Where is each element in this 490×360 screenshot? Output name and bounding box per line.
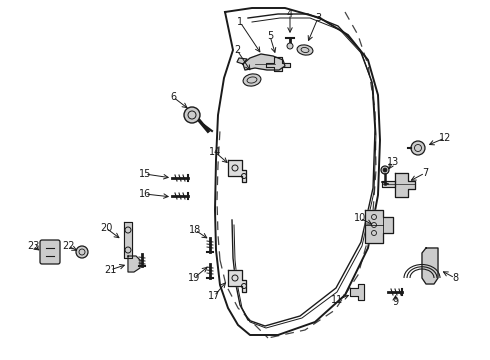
Text: 4: 4 bbox=[287, 9, 293, 19]
Text: 20: 20 bbox=[100, 223, 112, 233]
Polygon shape bbox=[365, 210, 393, 243]
Polygon shape bbox=[228, 160, 246, 182]
Text: 6: 6 bbox=[170, 92, 176, 102]
Text: 22: 22 bbox=[62, 241, 74, 251]
Text: 11: 11 bbox=[331, 295, 343, 305]
Text: 13: 13 bbox=[387, 157, 399, 167]
Polygon shape bbox=[422, 248, 438, 284]
Polygon shape bbox=[395, 173, 415, 197]
Text: 14: 14 bbox=[209, 147, 221, 157]
Ellipse shape bbox=[243, 74, 261, 86]
Polygon shape bbox=[350, 284, 364, 300]
Text: 18: 18 bbox=[189, 225, 201, 235]
Text: 19: 19 bbox=[188, 273, 200, 283]
Circle shape bbox=[383, 168, 387, 172]
Ellipse shape bbox=[297, 45, 313, 55]
Circle shape bbox=[411, 141, 425, 155]
Polygon shape bbox=[228, 270, 246, 292]
Text: 15: 15 bbox=[139, 169, 151, 179]
Text: 16: 16 bbox=[139, 189, 151, 199]
Text: 12: 12 bbox=[439, 133, 451, 143]
Polygon shape bbox=[124, 222, 132, 258]
Text: 1: 1 bbox=[237, 17, 243, 27]
Text: 5: 5 bbox=[267, 31, 273, 41]
Text: 10: 10 bbox=[354, 213, 366, 223]
Text: 7: 7 bbox=[422, 168, 428, 178]
Text: 17: 17 bbox=[208, 291, 220, 301]
Text: 23: 23 bbox=[27, 241, 39, 251]
FancyBboxPatch shape bbox=[40, 240, 60, 264]
Text: 2: 2 bbox=[234, 45, 240, 55]
Circle shape bbox=[287, 43, 293, 49]
Text: 8: 8 bbox=[452, 273, 458, 283]
Text: 21: 21 bbox=[104, 265, 116, 275]
Polygon shape bbox=[382, 181, 395, 187]
Circle shape bbox=[381, 166, 389, 174]
Polygon shape bbox=[128, 256, 140, 272]
Polygon shape bbox=[237, 58, 247, 64]
Text: 9: 9 bbox=[392, 297, 398, 307]
Polygon shape bbox=[243, 54, 285, 70]
Circle shape bbox=[76, 246, 88, 258]
Text: 3: 3 bbox=[315, 13, 321, 23]
Polygon shape bbox=[266, 57, 290, 71]
Circle shape bbox=[184, 107, 200, 123]
